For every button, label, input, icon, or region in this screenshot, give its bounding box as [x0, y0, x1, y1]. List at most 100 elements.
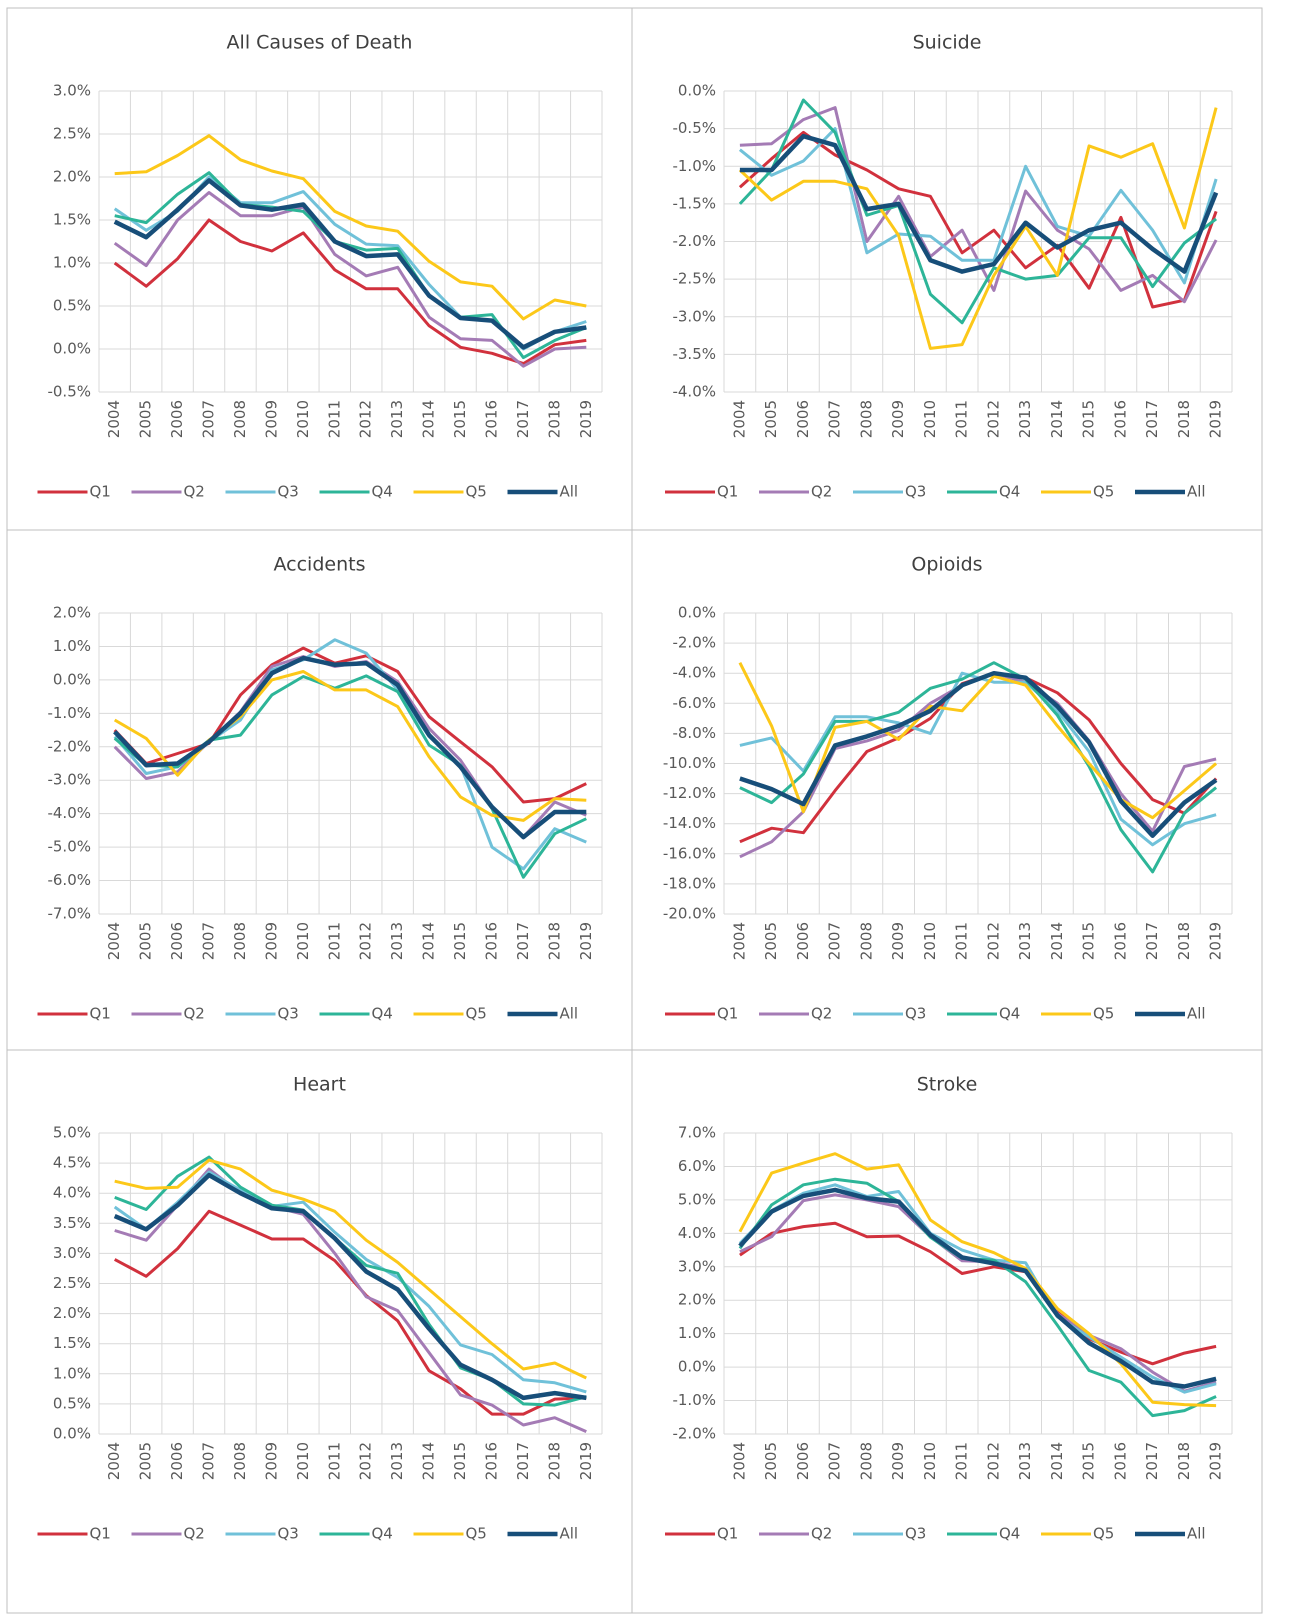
x-tick-label: 2006	[794, 400, 812, 438]
y-tick-label: 0.0%	[53, 340, 91, 358]
x-tick-label: 2012	[984, 400, 1002, 438]
x-tick-label: 2016	[1111, 922, 1129, 960]
y-tick-label: -3.5%	[672, 345, 716, 363]
y-tick-label: -5.0%	[47, 838, 91, 856]
y-tick-label: -2.0%	[672, 634, 716, 652]
x-tick-label: 2004	[105, 1442, 123, 1480]
legend-label: Q3	[278, 483, 299, 501]
y-tick-label: -10.0%	[663, 754, 716, 772]
y-tick-label: -14.0%	[663, 814, 716, 832]
y-tick-label: -20.0%	[663, 905, 716, 923]
series-line	[738, 98, 1218, 325]
legend-label: Q1	[90, 1525, 111, 1543]
legend-label: Q3	[278, 1525, 299, 1543]
series-line	[739, 670, 1218, 838]
x-tick-label: 2006	[168, 1442, 186, 1480]
x-tick-label: 2014	[1048, 922, 1066, 960]
y-tick-label: 5.0%	[53, 1124, 91, 1142]
y-tick-label: -2.0%	[47, 737, 91, 755]
y-tick-label: 4.0%	[53, 1184, 91, 1202]
x-tick-label: 2013	[388, 1442, 406, 1480]
x-tick-label: 2019	[577, 922, 595, 960]
panel-border	[631, 7, 1263, 531]
legend-label: Q4	[372, 1005, 393, 1023]
y-tick-label: -1.0%	[47, 704, 91, 722]
x-tick-label: 2011	[325, 400, 343, 438]
y-tick-label: 2.5%	[53, 125, 91, 143]
x-tick-label: 2016	[482, 922, 500, 960]
x-tick-label: 2011	[953, 1442, 971, 1480]
x-tick-label: 2018	[545, 400, 563, 438]
legend-label: Q3	[905, 1005, 926, 1023]
y-tick-label: -2.0%	[672, 232, 716, 250]
legend-label: Q3	[278, 1005, 299, 1023]
x-tick-label: 2008	[857, 1442, 875, 1480]
x-tick-label: 2008	[231, 1442, 249, 1480]
x-tick-label: 2009	[889, 1442, 907, 1480]
legend-label: All	[560, 1525, 579, 1543]
x-tick-label: 2009	[262, 400, 280, 438]
chart-title: Stroke	[917, 1074, 978, 1096]
y-tick-label: -4.0%	[47, 804, 91, 822]
legend-label: Q1	[717, 483, 738, 501]
y-tick-label: 0.0%	[678, 82, 716, 100]
y-tick-label: 0.5%	[53, 297, 91, 315]
x-tick-label: 2007	[200, 1442, 218, 1480]
y-tick-label: 4.0%	[678, 1224, 716, 1242]
x-tick-label: 2005	[762, 922, 780, 960]
y-tick-label: -6.0%	[672, 694, 716, 712]
x-tick-label: 2012	[357, 922, 375, 960]
legend-label: Q5	[466, 483, 487, 501]
y-tick-label: -2.0%	[672, 1425, 716, 1443]
series-line	[113, 191, 587, 368]
y-tick-label: 3.0%	[53, 82, 91, 100]
y-tick-label: 3.0%	[53, 1244, 91, 1262]
x-tick-label: 2018	[1175, 400, 1193, 438]
x-tick-label: 2009	[889, 400, 907, 438]
y-tick-label: 1.0%	[53, 1364, 91, 1382]
panel: All Causes of Death -0.5% 0.0% 0.5% 1.0% 1.5%…	[6, 7, 633, 531]
y-tick-label: -2.5%	[672, 270, 716, 288]
panel-border	[631, 1049, 1263, 1614]
legend-label: Q2	[811, 1525, 832, 1543]
x-tick-label: 2012	[357, 400, 375, 438]
x-tick-label: 2006	[168, 922, 186, 960]
y-tick-label: -0.5%	[672, 119, 716, 137]
x-tick-label: 2018	[545, 1442, 563, 1480]
x-tick-label: 2016	[1111, 400, 1129, 438]
y-tick-label: 0.0%	[53, 1425, 91, 1443]
x-tick-label: 2016	[482, 400, 500, 438]
x-tick-label: 2014	[1048, 1442, 1066, 1480]
x-tick-label: 2017	[514, 1442, 532, 1480]
x-tick-label: 2009	[262, 922, 280, 960]
x-tick-label: 2017	[514, 400, 532, 438]
x-tick-label: 2018	[545, 922, 563, 960]
y-tick-label: -16.0%	[663, 844, 716, 862]
legend-label: Q4	[372, 483, 393, 501]
x-tick-label: 2016	[1111, 1442, 1129, 1480]
legend-label: Q1	[90, 1005, 111, 1023]
panel-border	[631, 529, 1263, 1051]
x-tick-label: 2008	[857, 400, 875, 438]
x-tick-label: 2006	[794, 1442, 812, 1480]
series-line	[114, 1158, 587, 1380]
series-line	[738, 1187, 1217, 1389]
y-tick-label: 0.0%	[53, 670, 91, 688]
y-tick-label: -1.0%	[672, 157, 716, 175]
x-tick-label: 2009	[889, 922, 907, 960]
x-tick-label: 2008	[231, 400, 249, 438]
y-tick-label: -18.0%	[663, 874, 716, 892]
y-tick-label: -12.0%	[663, 784, 716, 802]
series-line	[738, 127, 1218, 285]
panel: Heart 0.0% 0.5% 1.0% 1.5% 2.0% 2.5% 3.0% 3.5% 4.0…	[6, 1049, 633, 1614]
x-tick-label: 2010	[294, 922, 312, 960]
series-line	[738, 662, 1218, 820]
y-tick-label: -7.0%	[47, 905, 91, 923]
legend-label: Q2	[811, 483, 832, 501]
y-tick-label: 2.0%	[53, 1304, 91, 1322]
x-tick-label: 2007	[826, 1442, 844, 1480]
y-tick-label: 1.0%	[53, 637, 91, 655]
x-tick-label: 2005	[762, 400, 780, 438]
legend-label: All	[1187, 1005, 1206, 1023]
series-line	[113, 1172, 587, 1401]
